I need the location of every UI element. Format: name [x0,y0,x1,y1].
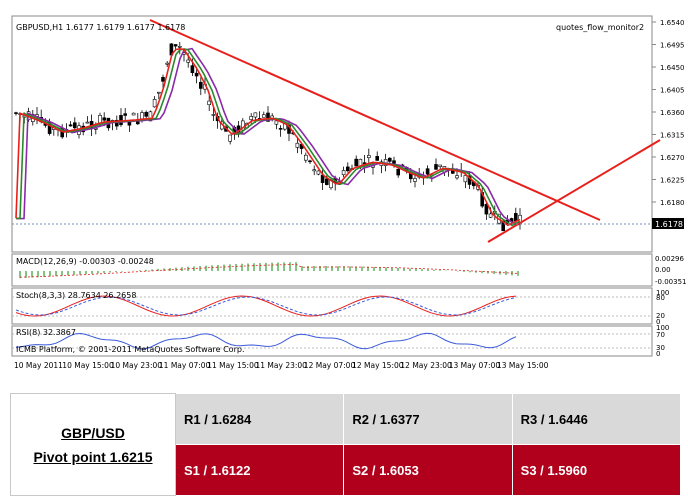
time-tick-label: 13 May 07:00 [449,361,501,370]
pair-name: GBP/USD [61,424,125,441]
time-tick-label: 13 May 15:00 [497,361,549,370]
macd-label: MACD(12,26,9) -0.00303 -0.00248 [16,257,154,266]
macd-axis-bottom: -0.00351 [655,278,686,286]
price-axis: 1.6540 1.6495 1.6450 1.6405 1.6360 1.6315 1.62… [652,19,685,230]
downtrend-line[interactable] [149,19,601,221]
rsi-line [15,332,517,350]
time-tick-label: 10 May 23:00 [111,361,163,370]
price-tick-label: 1.6450 [660,64,685,72]
indicator-name: quotes_flow_monitor2 [556,23,644,32]
time-tick-label: 11 May 23:00 [256,361,308,370]
time-tick-label: 12 May 07:00 [304,361,356,370]
stoch-axis-100: 100 [656,289,669,297]
pivot-point: Pivot point 1.6215 [33,448,153,465]
stoch-signal-line [15,296,517,316]
price-tick-label: 1.6315 [660,132,685,140]
stoch-label: Stoch(8,3,3) 28.7634 26.2658 [16,291,136,300]
s2-cell: S2 / 1.6053 [343,444,513,496]
rsi-axis-70: 70 [656,331,665,339]
stoch-main-line [15,295,517,317]
s3-cell: S3 / 1.5960 [511,444,682,496]
time-tick-label: 10 May 15:00 [62,361,114,370]
rsi-axis-0: 0 [656,350,660,358]
price-chart-window[interactable]: GBPUSD,H1 1.6177 1.6179 1.6177 1.6178 qu… [0,0,688,381]
price-tick-label: 1.6405 [660,87,685,95]
copyright: ICMB Platform, © 2001-2011 MetaQuotes So… [16,345,245,354]
macd-histogram [19,262,519,279]
price-tick-label: 1.6270 [660,154,685,162]
price-tick-label: 1.6540 [660,19,685,27]
price-tick-label: 1.6225 [660,177,685,185]
pivot-table: GBP/USD Pivot point 1.6215 R1 / 1.6284 R… [10,393,682,496]
price-tick-label: 1.6180 [660,199,685,207]
stoch-axis-80: 80 [656,294,665,302]
time-tick-label: 11 May 07:00 [159,361,211,370]
stoch-panel [11,287,653,325]
main-chart-frame [11,15,653,253]
stoch-axis-20: 20 [656,312,665,320]
stoch-axis-0: 0 [656,318,660,326]
s1-cell: S1 / 1.6122 [174,444,345,496]
chart-header: GBPUSD,H1 1.6177 1.6179 1.6177 1.6178 [16,23,185,32]
moving-averages [15,47,521,227]
time-tick-label: 12 May 23:00 [400,361,452,370]
time-tick-label: 11 May 15:00 [207,361,259,370]
rsi-axis-100: 100 [656,324,669,332]
r1-cell: R1 / 1.6284 [174,393,345,445]
pivot-label-cell: GBP/USD Pivot point 1.6215 [10,393,176,496]
r3-cell: R3 / 1.6446 [511,393,682,445]
time-tick-label: 12 May 15:00 [352,361,404,370]
current-price-label: 1.6178 [655,220,683,229]
current-price-tag [652,218,684,229]
rsi-axis-30: 30 [656,344,665,352]
r2-cell: R2 / 1.6377 [343,393,513,445]
macd-axis-top: 0.00296 [655,255,684,263]
chart-canvas[interactable]: GBPUSD,H1 1.6177 1.6179 1.6177 1.6178 qu… [0,0,688,381]
price-tick-label: 1.6495 [660,42,685,50]
price-tick-label: 1.6360 [660,109,685,117]
macd-axis-mid: 0.00 [655,266,671,274]
uptrend-line[interactable] [487,139,661,243]
rsi-label: RSI(8) 32.3867 [16,328,76,337]
time-tick-label: 10 May 2011 [14,361,63,370]
